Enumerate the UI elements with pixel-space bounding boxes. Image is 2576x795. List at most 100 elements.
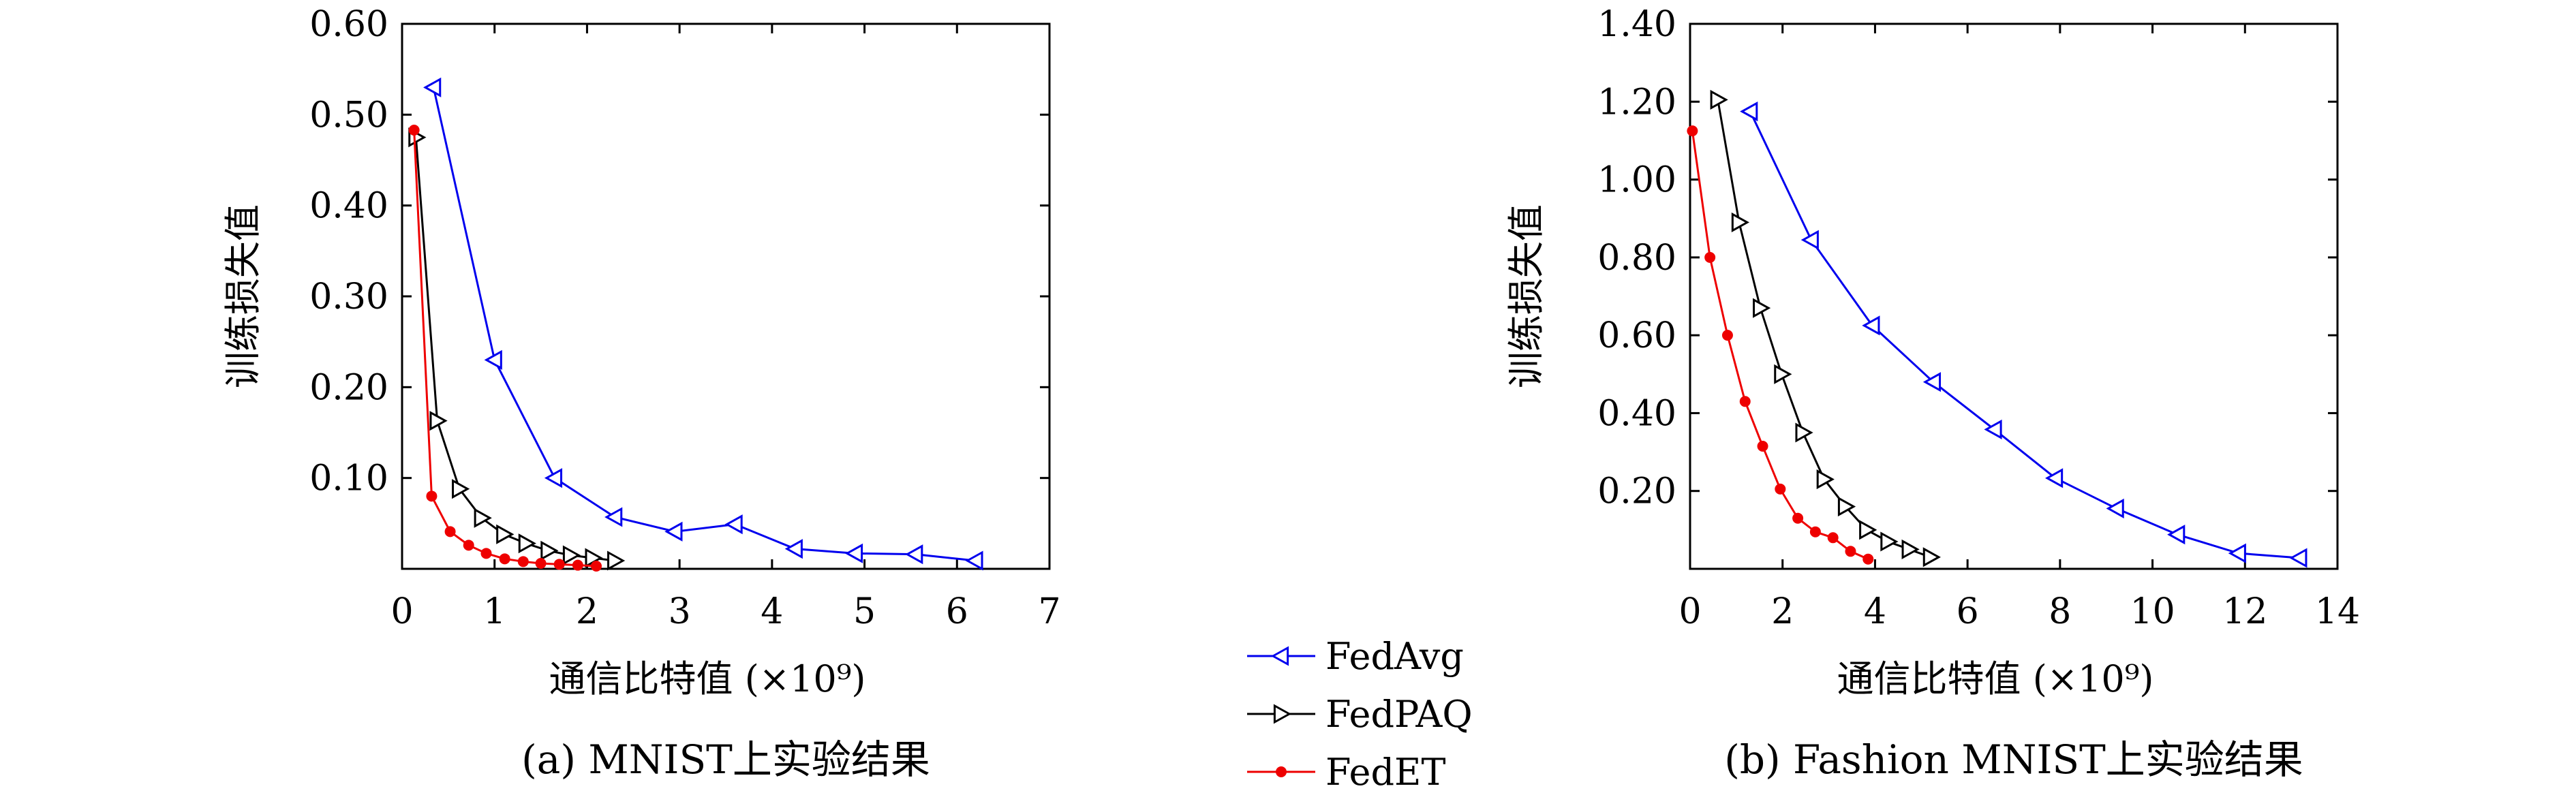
triangle-right-marker-icon [1273, 704, 1292, 724]
y-tick-label: 0.40 [1597, 393, 1676, 434]
data-point [474, 508, 492, 528]
y-tick-label: 0.20 [1597, 471, 1676, 512]
legend: FedAvg FedPAQ FedET [1247, 635, 1473, 794]
plot-frame [1689, 22, 2339, 570]
data-point [2167, 525, 2186, 545]
data-point [1984, 419, 2002, 439]
data-point [518, 533, 536, 554]
data-point [965, 550, 983, 571]
data-point [1774, 364, 1792, 384]
x-tick-label: 6 [946, 591, 968, 632]
data-point [535, 558, 547, 569]
x-axis-label: 通信比特值 (×10⁹) [1837, 657, 2154, 700]
y-tick-label: 0.30 [309, 277, 388, 317]
y-tick-label: 0.50 [309, 95, 388, 136]
data-point [724, 514, 743, 535]
legend-label: FedET [1325, 751, 1445, 794]
data-point [1731, 212, 1750, 232]
triangle-left-marker-icon [1270, 646, 1289, 666]
data-point [1687, 125, 1698, 137]
data-point [426, 490, 438, 502]
data-point [1800, 230, 1819, 250]
series-layer [1687, 89, 2307, 568]
data-point [1704, 251, 1716, 263]
data-point [1795, 422, 1813, 443]
y-axis-label: 训练损失值 [221, 204, 264, 388]
asterisk-marker-icon [1276, 766, 1287, 777]
series-line-fedpaq [414, 137, 615, 562]
legend-item-fedet: FedET [1247, 751, 1445, 794]
data-point [1740, 102, 1758, 122]
axis-ticks: 0 2 4 6 8 10 12 14 0.20 0.40 0.60 0.80 1.00 1.20 1.40 [1597, 4, 2360, 632]
series-fedet [1687, 125, 1874, 565]
data-point [844, 543, 863, 563]
y-tick-label: 0.80 [1597, 238, 1676, 279]
legend-marker [1270, 646, 1289, 666]
x-tick-label: 8 [2049, 591, 2071, 632]
x-axis-label: 通信比特值 (×10⁹) [549, 657, 866, 700]
panel-caption: (b) Fashion MNIST上实验结果 [1724, 736, 2303, 783]
series-line-fedavg [1749, 110, 2300, 559]
legend-item-fedpaq: FedPAQ [1247, 693, 1473, 736]
data-point [544, 468, 563, 488]
data-point [2289, 548, 2307, 568]
data-point [1862, 315, 1880, 336]
data-point [499, 553, 510, 565]
data-point [480, 548, 492, 559]
y-tick-label: 0.60 [309, 4, 388, 45]
data-point [1775, 483, 1786, 495]
data-point [444, 526, 456, 537]
data-point [496, 524, 515, 544]
data-point [664, 521, 683, 542]
panel-caption: (a) MNIST上实验结果 [521, 736, 930, 783]
x-tick-label: 2 [1771, 591, 1794, 632]
data-point [2106, 498, 2124, 518]
data-point [1859, 520, 1877, 540]
legend-label: FedPAQ [1325, 693, 1473, 736]
x-tick-label: 4 [1864, 591, 1886, 632]
series-fedpaq [408, 127, 626, 571]
series-line-fedavg [432, 87, 976, 562]
data-point [1827, 532, 1839, 544]
x-tick-label: 6 [1957, 591, 1979, 632]
legend-item-fedavg: FedAvg [1247, 635, 1464, 678]
data-point [1862, 553, 1874, 565]
data-point [484, 349, 502, 370]
x-tick-label: 0 [390, 591, 413, 632]
data-point [429, 411, 448, 431]
legend-marker [1276, 766, 1287, 777]
panel-fashion-mnist: 0 2 4 6 8 10 12 140.200.400.600.801.001.201.40 … [1505, 4, 2360, 783]
data-point [1739, 396, 1751, 407]
data-point [1845, 546, 1856, 557]
y-tick-label: 0.10 [309, 458, 388, 499]
data-point [607, 550, 626, 571]
data-point [2228, 543, 2246, 563]
x-tick-label: 3 [669, 591, 691, 632]
axis-ticks: 0 1 2 3 4 5 6 7 0.10 0.20 0.30 0.40 0.50 0.60 [309, 4, 1060, 632]
y-axis-label: 训练损失值 [1505, 204, 1548, 388]
series-fedpaq [1710, 89, 1941, 567]
data-point [1757, 441, 1768, 452]
data-point [408, 125, 420, 136]
data-point [463, 540, 474, 551]
data-point [423, 77, 442, 97]
x-tick-label: 5 [853, 591, 876, 632]
data-point [540, 540, 559, 561]
y-tick-label: 0.60 [1597, 315, 1676, 356]
x-tick-label: 0 [1678, 591, 1701, 632]
data-point [572, 559, 583, 571]
panel-mnist: 0 1 2 3 4 5 6 7 0.10 0.20 0.30 0.40 0.50 0.60 通信比特值 (… [221, 4, 1061, 783]
data-point [1901, 539, 1920, 559]
data-point [1816, 469, 1835, 490]
series-layer [408, 77, 983, 572]
series-line-fedet [1691, 130, 1869, 561]
data-point [1721, 330, 1733, 341]
data-point [553, 559, 565, 570]
legend-marker [1273, 704, 1292, 724]
data-point [1710, 89, 1728, 110]
series-fedavg [423, 77, 983, 571]
data-point [1922, 547, 1941, 567]
series-line-fedpaq [1717, 99, 1931, 559]
data-point [452, 479, 470, 499]
